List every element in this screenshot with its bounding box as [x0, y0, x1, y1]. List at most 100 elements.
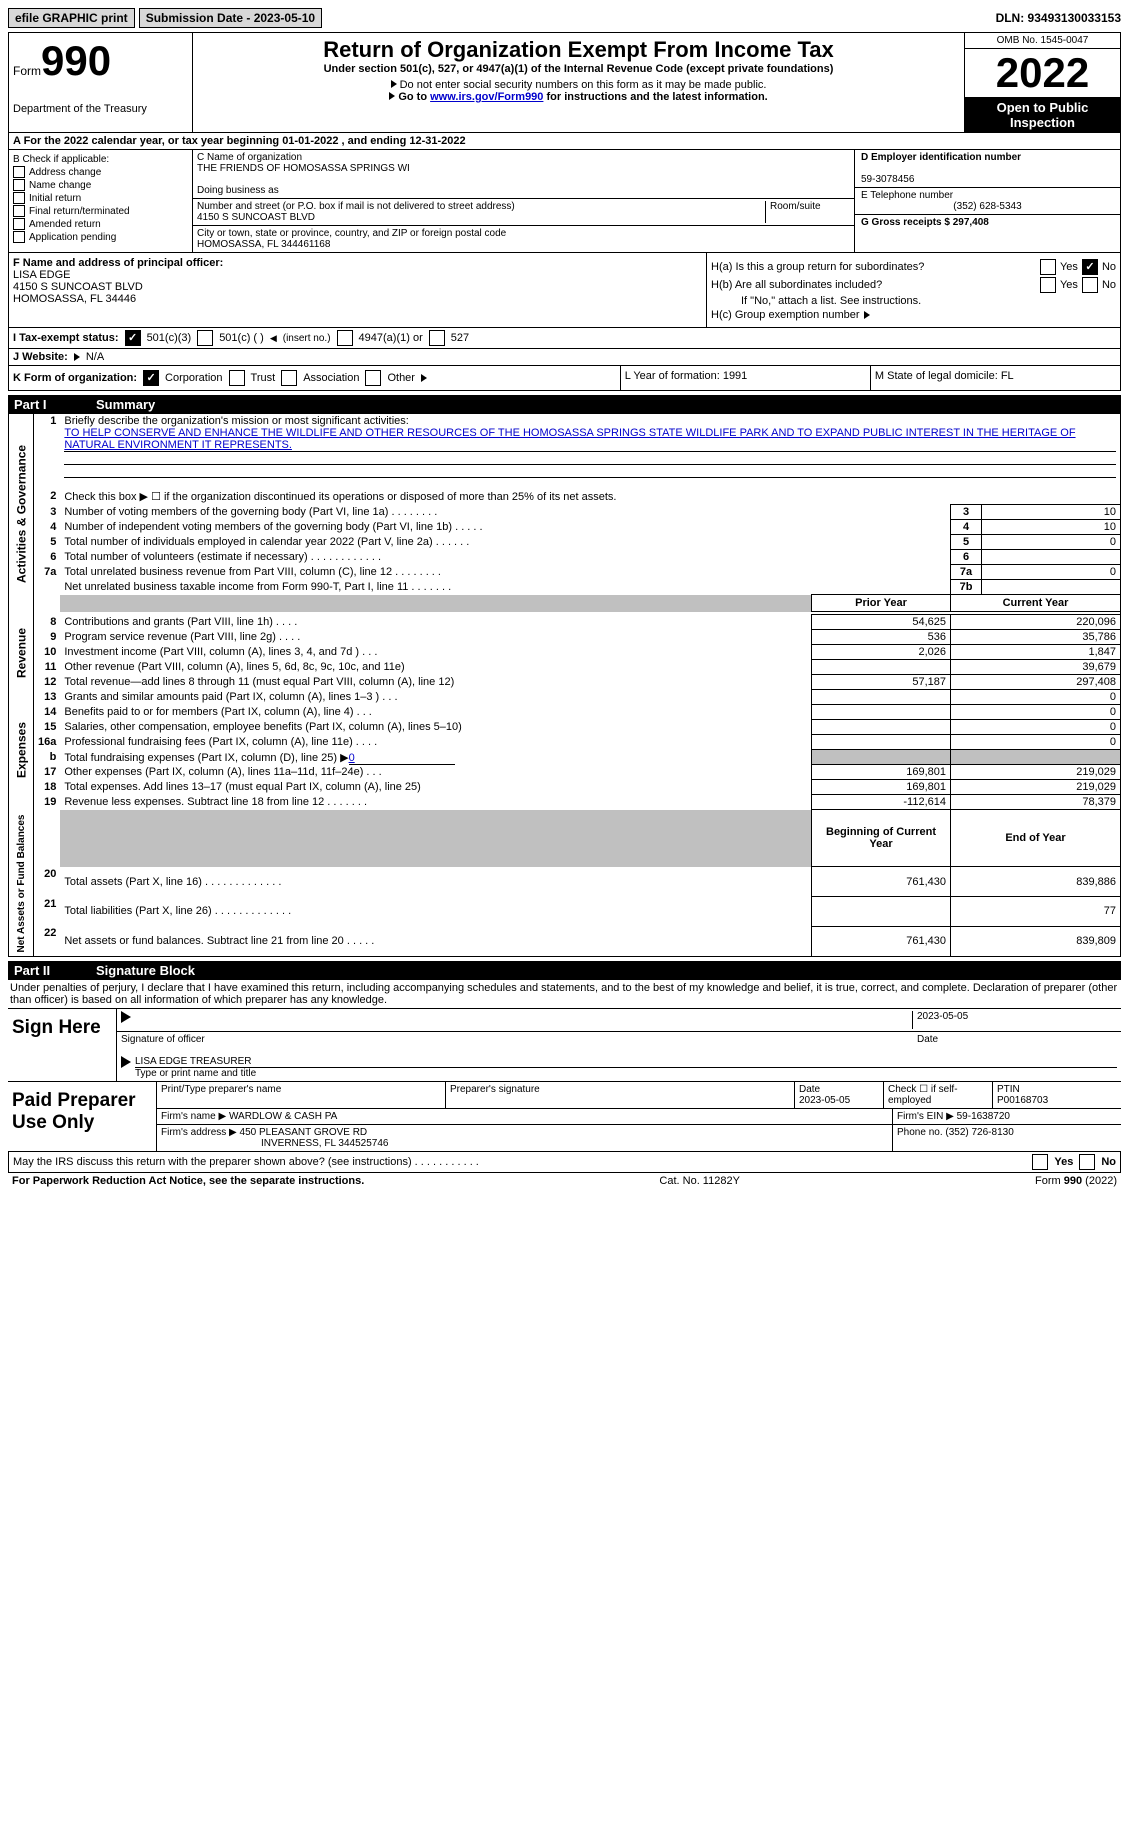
- note2-post: for instructions and the latest informat…: [543, 91, 767, 103]
- firm-name: WARDLOW & CASH PA: [229, 1111, 337, 1122]
- f-addr1: 4150 S SUNCOAST BLVD: [13, 281, 702, 293]
- ein-value: 59-3078456: [861, 174, 1114, 185]
- sign-date: 2023-05-05: [913, 1011, 1117, 1029]
- k-c3: Association: [303, 372, 359, 384]
- hb-no-checkbox[interactable]: [1082, 277, 1098, 293]
- part1-header: Part I Summary: [8, 395, 1121, 414]
- j-val: N/A: [86, 351, 104, 363]
- name-change-checkbox[interactable]: [13, 179, 25, 191]
- city: HOMOSASSA, FL 344461168: [197, 239, 850, 250]
- l16b-pre: Total fundraising expenses (Part IX, col…: [64, 752, 348, 764]
- i-501c3-checkbox[interactable]: ✓: [125, 330, 141, 346]
- org-name: THE FRIENDS OF HOMOSASSA SPRINGS WI: [197, 163, 850, 174]
- ha-no-checkbox[interactable]: ✓: [1082, 259, 1098, 275]
- app-pending-checkbox[interactable]: [13, 231, 25, 243]
- i-c2-note: (insert no.): [283, 333, 331, 344]
- form-number: 990: [41, 37, 111, 85]
- discuss-no-checkbox[interactable]: [1079, 1154, 1095, 1170]
- app-pending-label: Application pending: [29, 232, 116, 243]
- discuss-yes: Yes: [1054, 1156, 1073, 1168]
- dba-label: Doing business as: [197, 185, 850, 196]
- l3-label: Number of voting members of the governin…: [60, 505, 950, 520]
- firm-addr-label: Firm's address ▶: [161, 1127, 237, 1138]
- l1-text: TO HELP CONSERVE AND ENHANCE THE WILDLIF…: [64, 427, 1075, 451]
- l20-c: 839,886: [951, 867, 1121, 897]
- sign-here-label: Sign Here: [8, 1009, 117, 1081]
- l14-label: Benefits paid to or for members (Part IX…: [60, 705, 811, 720]
- l11-c: 39,679: [951, 660, 1121, 675]
- footer-mid: Cat. No. 11282Y: [659, 1175, 740, 1187]
- part2-header: Part II Signature Block: [8, 961, 1121, 980]
- firm-name-label: Firm's name ▶: [161, 1111, 226, 1122]
- name-change-label: Name change: [29, 180, 91, 191]
- ein-label: D Employer identification number: [861, 152, 1114, 163]
- l9-label: Program service revenue (Part VIII, line…: [60, 630, 811, 645]
- note2-pre: Go to: [398, 91, 430, 103]
- final-return-checkbox[interactable]: [13, 205, 25, 217]
- firm-addr2: INVERNESS, FL 344525746: [261, 1138, 388, 1149]
- l18-label: Total expenses. Add lines 13–17 (must eq…: [60, 780, 811, 795]
- j-label: J Website:: [13, 351, 68, 363]
- f-name: LISA EDGE: [13, 269, 702, 281]
- form-note-1: Do not enter social security numbers on …: [400, 79, 767, 91]
- efile-print-button[interactable]: efile GRAPHIC print: [8, 8, 135, 28]
- omb-label: OMB No. 1545-0047: [965, 33, 1120, 49]
- k-trust-checkbox[interactable]: [229, 370, 245, 386]
- addr-change-label: Address change: [29, 167, 101, 178]
- i-c3: 4947(a)(1) or: [359, 332, 423, 344]
- firm-ein-label: Firm's EIN ▶: [897, 1111, 954, 1122]
- ha-yes-checkbox[interactable]: [1040, 259, 1056, 275]
- top-bar: efile GRAPHIC print Submission Date - 20…: [8, 8, 1121, 28]
- l22-p: 761,430: [812, 926, 951, 956]
- dept-label-1: Department of the Treasury: [13, 103, 188, 115]
- hb-label: H(b) Are all subordinates included?: [711, 279, 1036, 291]
- form-word: Form: [13, 64, 41, 78]
- end-header: End of Year: [951, 810, 1121, 867]
- l22-c: 839,809: [951, 926, 1121, 956]
- part1-title: Summary: [96, 397, 155, 412]
- i-527-checkbox[interactable]: [429, 330, 445, 346]
- l19-c: 78,379: [951, 795, 1121, 810]
- form-title: Return of Organization Exempt From Incom…: [197, 37, 960, 63]
- initial-return-checkbox[interactable]: [13, 192, 25, 204]
- l10-c: 1,847: [951, 645, 1121, 660]
- street: 4150 S SUNCOAST BLVD: [197, 212, 765, 223]
- gross-label: G Gross receipts $ 297,408: [861, 217, 1114, 228]
- irs-link[interactable]: www.irs.gov/Form990: [430, 91, 543, 103]
- amended-return-label: Amended return: [29, 219, 101, 230]
- discuss-yes-checkbox[interactable]: [1032, 1154, 1048, 1170]
- l4-val: 10: [982, 520, 1121, 535]
- l9-c: 35,786: [951, 630, 1121, 645]
- l19-p: -112,614: [812, 795, 951, 810]
- ptin-label: PTIN: [997, 1084, 1020, 1095]
- l17-label: Other expenses (Part IX, column (A), lin…: [60, 765, 811, 780]
- ha-yes: Yes: [1060, 261, 1078, 273]
- k-assoc-checkbox[interactable]: [281, 370, 297, 386]
- discuss-no: No: [1101, 1156, 1116, 1168]
- i-4947-checkbox[interactable]: [337, 330, 353, 346]
- l15-p: [812, 720, 951, 735]
- l12-c: 297,408: [951, 675, 1121, 690]
- part2-pt: Part II: [14, 963, 84, 978]
- prep-sig-label: Preparer's signature: [450, 1084, 790, 1095]
- ha-no: No: [1102, 261, 1116, 273]
- signer-name: LISA EDGE TREASURER: [135, 1056, 1117, 1068]
- room-label: Room/suite: [765, 201, 850, 223]
- l13-c: 0: [951, 690, 1121, 705]
- k-corp-checkbox[interactable]: ✓: [143, 370, 159, 386]
- i-501c-checkbox[interactable]: [197, 330, 213, 346]
- l10-p: 2,026: [812, 645, 951, 660]
- amended-return-checkbox[interactable]: [13, 218, 25, 230]
- hc-label: H(c) Group exemption number: [711, 309, 860, 321]
- tel-label: E Telephone number: [861, 190, 1114, 201]
- l2-label: Check this box ▶ ☐ if the organization d…: [60, 489, 1120, 505]
- open-public-label: Open to Public Inspection: [965, 98, 1120, 132]
- ha-label: H(a) Is this a group return for subordin…: [711, 261, 1036, 273]
- hb-yes-checkbox[interactable]: [1040, 277, 1056, 293]
- submission-date-button[interactable]: Submission Date - 2023-05-10: [139, 8, 322, 28]
- k-other-checkbox[interactable]: [365, 370, 381, 386]
- k-c2: Trust: [251, 372, 276, 384]
- addr-change-checkbox[interactable]: [13, 166, 25, 178]
- initial-return-label: Initial return: [29, 193, 81, 204]
- l11-label: Other revenue (Part VIII, column (A), li…: [60, 660, 811, 675]
